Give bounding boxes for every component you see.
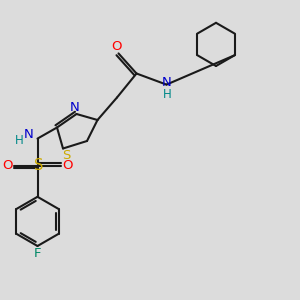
Text: O: O <box>3 159 13 172</box>
Text: S: S <box>34 158 44 173</box>
Text: F: F <box>34 247 41 260</box>
Text: N: N <box>162 76 172 89</box>
Text: H: H <box>163 88 172 101</box>
Text: H: H <box>15 134 24 147</box>
Text: O: O <box>111 40 122 53</box>
Text: N: N <box>24 128 33 142</box>
Text: S: S <box>62 148 71 162</box>
Text: O: O <box>62 159 73 172</box>
Text: N: N <box>70 101 80 114</box>
